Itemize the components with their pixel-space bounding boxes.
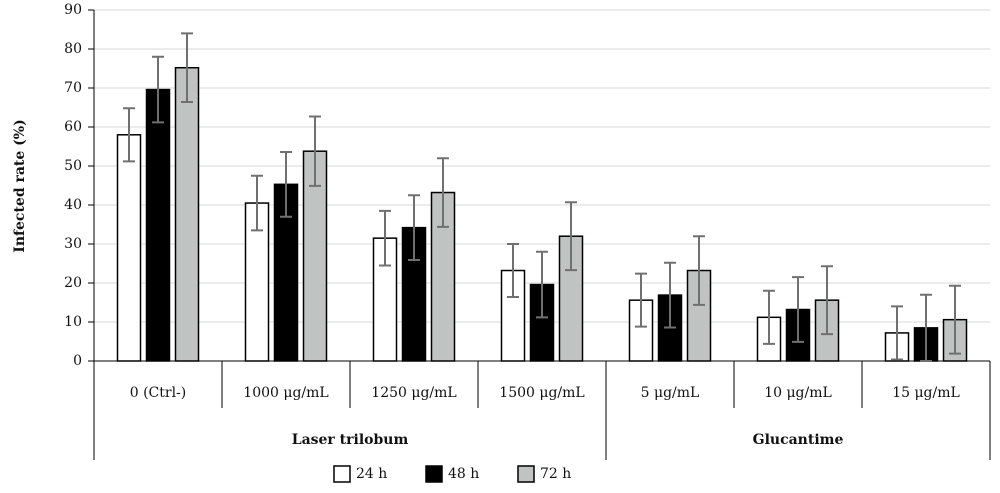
y-tick-label: 50 bbox=[64, 158, 82, 174]
error-bar bbox=[123, 107, 135, 163]
x-tick-label: 5 μg/mL bbox=[641, 385, 700, 401]
error-bar bbox=[664, 261, 676, 329]
error-bar bbox=[152, 55, 164, 124]
bar bbox=[145, 88, 171, 362]
y-tick-label: 70 bbox=[64, 80, 82, 96]
error-bar bbox=[821, 265, 833, 336]
error-bar bbox=[437, 157, 449, 228]
group-label: Glucantime bbox=[753, 432, 844, 448]
error-bar bbox=[763, 289, 775, 345]
x-tick-label: 1500 μg/mL bbox=[499, 385, 584, 401]
x-tick-label: 10 μg/mL bbox=[764, 385, 832, 401]
y-tick-label: 60 bbox=[64, 119, 82, 135]
bar bbox=[116, 134, 142, 362]
error-bar bbox=[635, 272, 647, 328]
legend-label: 24 h bbox=[356, 466, 387, 482]
error-bar bbox=[181, 32, 193, 104]
error-bar bbox=[280, 150, 292, 218]
error-bar bbox=[565, 201, 577, 272]
legend-label: 72 h bbox=[540, 466, 571, 482]
x-tick-label: 1000 μg/mL bbox=[243, 385, 328, 401]
error-bar bbox=[408, 194, 420, 261]
error-bar bbox=[693, 235, 705, 306]
y-tick-label: 40 bbox=[64, 197, 82, 213]
error-bar bbox=[792, 276, 804, 343]
y-tick-label: 80 bbox=[64, 41, 82, 57]
legend-swatch bbox=[517, 465, 535, 483]
y-tick-label: 30 bbox=[64, 236, 82, 252]
y-tick-label: 0 bbox=[73, 353, 82, 369]
legend-swatch bbox=[425, 465, 443, 483]
y-tick-label: 90 bbox=[64, 2, 82, 18]
error-bar bbox=[891, 305, 903, 361]
error-bar bbox=[536, 250, 548, 319]
x-tick-label: 15 μg/mL bbox=[892, 385, 960, 401]
x-tick-label: 0 (Ctrl-) bbox=[130, 385, 187, 401]
legend-swatch bbox=[333, 465, 351, 483]
error-bar bbox=[949, 284, 961, 355]
y-tick-label: 10 bbox=[64, 314, 82, 330]
x-tick-label: 1250 μg/mL bbox=[371, 385, 456, 401]
group-label: Laser trilobum bbox=[292, 432, 409, 448]
bar bbox=[174, 66, 200, 362]
error-bar bbox=[309, 115, 321, 187]
error-bar bbox=[251, 174, 263, 232]
error-bar bbox=[507, 243, 519, 299]
y-tick-label: 20 bbox=[64, 275, 82, 291]
error-bar bbox=[379, 209, 391, 267]
error-bar bbox=[920, 293, 932, 362]
y-axis-label: Infected rate (%) bbox=[12, 119, 28, 252]
legend-label: 48 h bbox=[448, 466, 479, 482]
